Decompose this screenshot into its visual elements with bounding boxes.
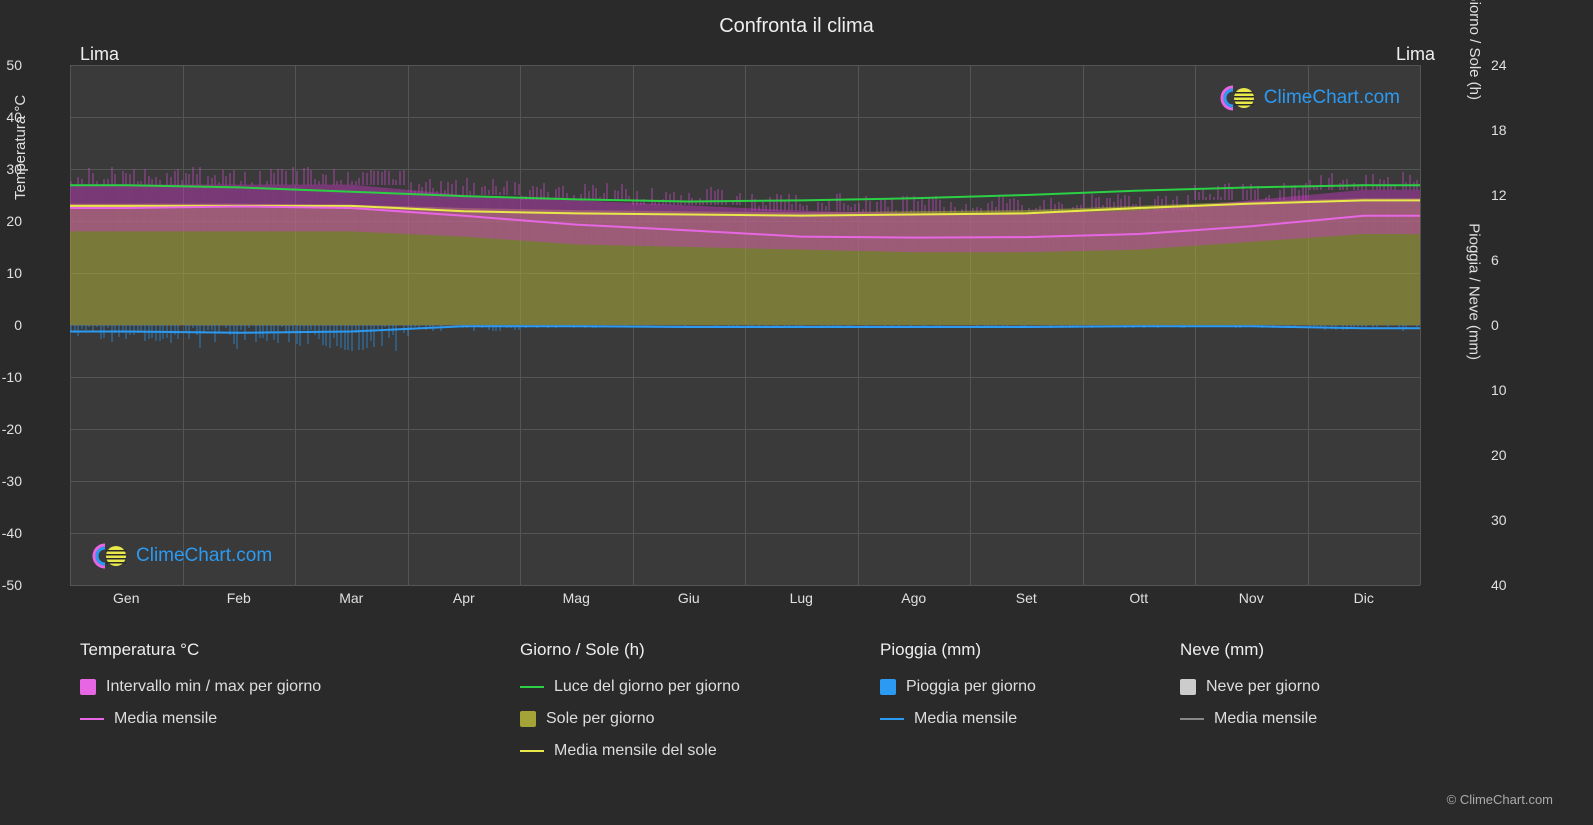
logo-bottom-left: ClimeChart.com bbox=[90, 543, 272, 569]
legend-heading: Neve (mm) bbox=[1180, 640, 1460, 660]
x-tick: Nov bbox=[1239, 590, 1264, 606]
legend-item: Media mensile del sole bbox=[520, 742, 880, 760]
legend-swatch bbox=[880, 679, 896, 695]
legend-item: Media mensile bbox=[80, 710, 520, 728]
chart-title: Confronta il clima bbox=[0, 15, 1593, 38]
x-tick: Giu bbox=[678, 590, 700, 606]
legend-label: Neve per giorno bbox=[1206, 678, 1320, 696]
y-left-tick: -20 bbox=[2, 421, 22, 437]
legend-item: Neve per giorno bbox=[1180, 678, 1460, 696]
y-right-tick-hours: 0 bbox=[1491, 317, 1499, 333]
legend-col-neve: Neve (mm) Neve per giorno Media mensile bbox=[1180, 640, 1460, 760]
legend-label: Pioggia per giorno bbox=[906, 678, 1036, 696]
y-right-tick-mm: 40 bbox=[1491, 577, 1507, 593]
legend-label: Sole per giorno bbox=[546, 710, 655, 728]
chart-plot-area: ClimeChart.com ClimeChart.com bbox=[70, 65, 1420, 585]
logo-text: ClimeChart.com bbox=[1264, 87, 1400, 109]
legend-heading: Giorno / Sole (h) bbox=[520, 640, 880, 660]
legend-item: Media mensile bbox=[1180, 710, 1460, 728]
legend-swatch bbox=[520, 711, 536, 727]
y-right-tick-hours: 24 bbox=[1491, 57, 1507, 73]
y-axis-right-label-top: Giorno / Sole (h) bbox=[1466, 0, 1483, 100]
city-label-left: Lima bbox=[80, 44, 119, 65]
legend-swatch bbox=[880, 718, 904, 720]
legend-label: Luce del giorno per giorno bbox=[554, 678, 740, 696]
logo-text: ClimeChart.com bbox=[136, 545, 272, 567]
legend-heading: Temperatura °C bbox=[80, 640, 520, 660]
legend-label: Media mensile del sole bbox=[554, 742, 717, 760]
y-right-tick-hours: 18 bbox=[1491, 122, 1507, 138]
y-axis-left-label: Temperatura °C bbox=[12, 95, 29, 200]
legend-item: Sole per giorno bbox=[520, 710, 880, 728]
x-tick: Dic bbox=[1354, 590, 1374, 606]
y-left-tick: -30 bbox=[2, 473, 22, 489]
legend-label: Media mensile bbox=[1214, 710, 1317, 728]
y-right-tick-mm: 30 bbox=[1491, 512, 1507, 528]
legend-swatch bbox=[80, 679, 96, 695]
y-left-tick: 50 bbox=[6, 57, 22, 73]
x-tick: Gen bbox=[113, 590, 139, 606]
city-label-right: Lima bbox=[1396, 44, 1435, 65]
x-tick: Mag bbox=[563, 590, 590, 606]
y-left-tick: -10 bbox=[2, 369, 22, 385]
copyright: © ClimeChart.com bbox=[1447, 792, 1553, 807]
legend-heading: Pioggia (mm) bbox=[880, 640, 1180, 660]
data-lines bbox=[70, 65, 1420, 585]
y-left-tick: 20 bbox=[6, 213, 22, 229]
legend-label: Media mensile bbox=[114, 710, 217, 728]
legend-item: Pioggia per giorno bbox=[880, 678, 1180, 696]
y-left-tick: -50 bbox=[2, 577, 22, 593]
y-right-tick-hours: 12 bbox=[1491, 187, 1507, 203]
logo-top-right: ClimeChart.com bbox=[1218, 85, 1400, 111]
legend-swatch bbox=[520, 750, 544, 752]
legend-swatch bbox=[80, 718, 104, 720]
y-axis-right-label-bottom: Pioggia / Neve (mm) bbox=[1466, 223, 1483, 360]
y-left-tick: 10 bbox=[6, 265, 22, 281]
y-left-tick: 0 bbox=[14, 317, 22, 333]
legend-col-pioggia: Pioggia (mm) Pioggia per giorno Media mens… bbox=[880, 640, 1180, 760]
x-tick: Lug bbox=[790, 590, 813, 606]
legend-col-temperatura: Temperatura °C Intervallo min / max per g… bbox=[80, 640, 520, 760]
legend-label: Intervallo min / max per giorno bbox=[106, 678, 321, 696]
y-right-tick-mm: 20 bbox=[1491, 447, 1507, 463]
y-left-tick: -40 bbox=[2, 525, 22, 541]
legend-item: Intervallo min / max per giorno bbox=[80, 678, 520, 696]
legend-swatch bbox=[1180, 718, 1204, 720]
y-right-tick-hours: 6 bbox=[1491, 252, 1499, 268]
legend-col-giorno-sole: Giorno / Sole (h) Luce del giorno per gio… bbox=[520, 640, 880, 760]
legend-label: Media mensile bbox=[914, 710, 1017, 728]
x-tick: Apr bbox=[453, 590, 475, 606]
legend-item: Media mensile bbox=[880, 710, 1180, 728]
legend-item: Luce del giorno per giorno bbox=[520, 678, 880, 696]
x-tick: Feb bbox=[227, 590, 251, 606]
legend: Temperatura °C Intervallo min / max per g… bbox=[80, 640, 1520, 760]
x-tick: Ott bbox=[1129, 590, 1148, 606]
x-tick: Ago bbox=[901, 590, 926, 606]
y-right-tick-mm: 10 bbox=[1491, 382, 1507, 398]
x-tick: Mar bbox=[339, 590, 363, 606]
x-tick: Set bbox=[1016, 590, 1037, 606]
legend-swatch bbox=[1180, 679, 1196, 695]
legend-swatch bbox=[520, 686, 544, 688]
